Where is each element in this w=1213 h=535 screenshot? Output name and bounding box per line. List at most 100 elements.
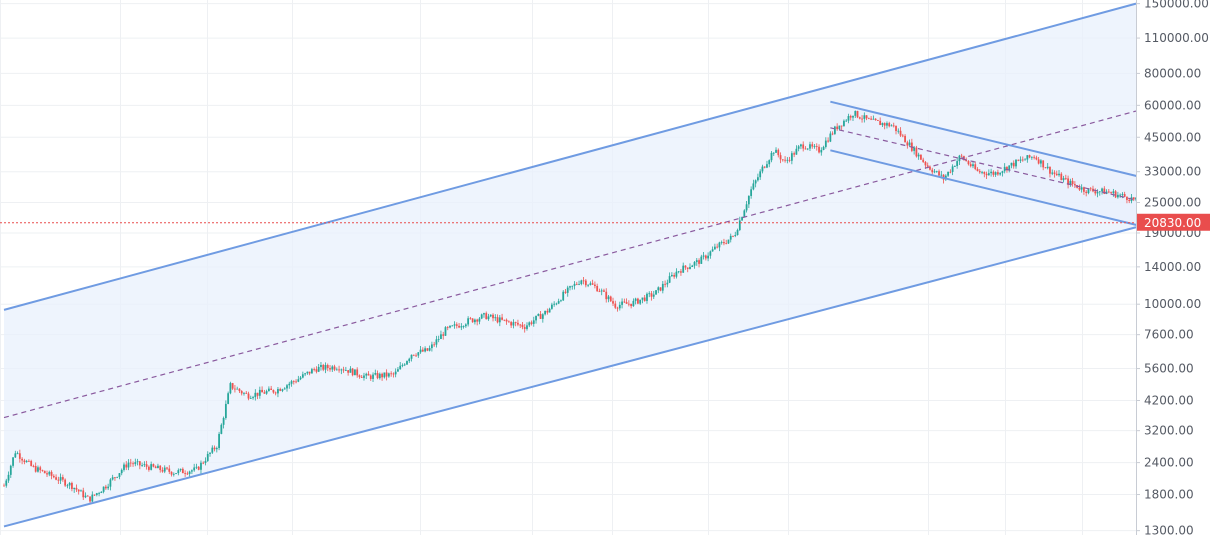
- candle-body: [621, 301, 623, 305]
- candle-body: [75, 487, 78, 490]
- candle-body: [908, 142, 911, 146]
- y-tick-label: 1300.00: [1144, 524, 1194, 535]
- candle-body: [512, 322, 515, 326]
- candle-body: [523, 327, 526, 329]
- candle-body: [761, 166, 764, 172]
- down-channel-lower-line[interactable]: [830, 149, 1182, 237]
- candle-body: [30, 460, 33, 466]
- candle-body: [716, 246, 719, 248]
- candle-body: [829, 133, 832, 142]
- candle-body: [191, 470, 193, 472]
- candle-body: [440, 334, 442, 340]
- candle-body: [584, 280, 587, 286]
- candle-body: [28, 460, 30, 462]
- candle-body: [557, 301, 560, 304]
- candle-body: [406, 361, 408, 365]
- candle-body: [639, 299, 642, 304]
- candle-body: [449, 325, 451, 328]
- candle-body: [89, 496, 91, 502]
- candle-body: [1001, 171, 1004, 173]
- candle-body: [718, 242, 721, 248]
- candle-body: [23, 460, 26, 463]
- candle-body: [469, 318, 472, 320]
- y-tick-label: 110000.00: [1144, 31, 1209, 45]
- main-channel-midline[interactable]: [3, 110, 1137, 419]
- candle-body: [73, 487, 76, 489]
- y-tick-label: 33000.00: [1144, 165, 1201, 179]
- y-tick-label: 25000.00: [1144, 196, 1201, 210]
- down-channel-upper-line[interactable]: [830, 100, 1171, 186]
- candle-body: [795, 148, 798, 155]
- candle-body: [589, 283, 592, 285]
- candle-body: [1123, 194, 1126, 197]
- candle-body: [333, 366, 336, 370]
- candle-body: [188, 471, 191, 474]
- candle-body: [243, 392, 245, 394]
- candle-body: [537, 314, 540, 316]
- candle-body: [123, 464, 125, 470]
- candle-body: [990, 171, 993, 174]
- candle-body: [637, 298, 639, 304]
- candle-body: [71, 482, 73, 489]
- candle-body: [614, 303, 617, 308]
- candle-body: [650, 293, 653, 297]
- main-channel-upper-line[interactable]: [3, 2, 1137, 311]
- candle-body: [462, 326, 465, 327]
- candle-body: [539, 314, 542, 319]
- candle-body: [1012, 162, 1015, 167]
- candle-body: [815, 146, 818, 147]
- candle-body: [252, 397, 254, 399]
- candle-body: [50, 471, 53, 476]
- candle-body: [374, 373, 377, 375]
- candle-body: [763, 166, 766, 168]
- candle-body: [1121, 194, 1124, 195]
- candle-body: [754, 180, 757, 184]
- candle-body: [899, 130, 902, 136]
- drawing-layer[interactable]: [3, 2, 1182, 528]
- candle-body: [286, 385, 288, 389]
- candle-body: [46, 473, 48, 475]
- candle-body: [220, 424, 223, 434]
- candle-body: [91, 494, 94, 502]
- candle-body: [254, 392, 257, 398]
- candle-body: [381, 373, 383, 378]
- candle-body: [1049, 166, 1051, 174]
- candle-body: [571, 285, 574, 287]
- candle-body: [698, 260, 700, 264]
- candle-body: [1103, 188, 1106, 194]
- candle-body: [677, 271, 680, 273]
- candle-body: [224, 403, 227, 418]
- candle-body: [550, 304, 553, 309]
- candle-body: [489, 314, 492, 317]
- y-tick-label: 5600.00: [1144, 362, 1194, 376]
- candle-body: [978, 171, 981, 173]
- main-channel-lower-line[interactable]: [3, 226, 1137, 528]
- price-axis[interactable]: 150000.00 110000.00 80000.00 60000.00 45000.…: [1136, 0, 1213, 535]
- candle-body: [236, 388, 239, 390]
- candle-body: [917, 154, 920, 157]
- candle-body: [609, 296, 612, 302]
- candle-body: [670, 274, 673, 277]
- candle-body: [417, 352, 420, 356]
- candle-body: [498, 317, 501, 323]
- y-tick-label: 14000.00: [1144, 260, 1201, 274]
- candle-body: [392, 373, 395, 375]
- candle-body: [227, 393, 230, 404]
- candle-body: [1083, 187, 1085, 192]
- candle-body: [666, 282, 669, 285]
- candle-body: [530, 322, 533, 324]
- candle-body: [906, 142, 909, 146]
- candle-body: [64, 479, 67, 486]
- candle-body: [1028, 155, 1031, 158]
- candle-body: [446, 327, 449, 328]
- candle-body: [1114, 191, 1117, 198]
- candle-body: [915, 147, 918, 157]
- candle-body: [800, 144, 802, 147]
- candle-body: [433, 344, 436, 346]
- candle-body: [487, 316, 490, 320]
- candle-body: [1096, 192, 1099, 194]
- candle-body: [594, 284, 596, 286]
- candle-body: [383, 372, 386, 378]
